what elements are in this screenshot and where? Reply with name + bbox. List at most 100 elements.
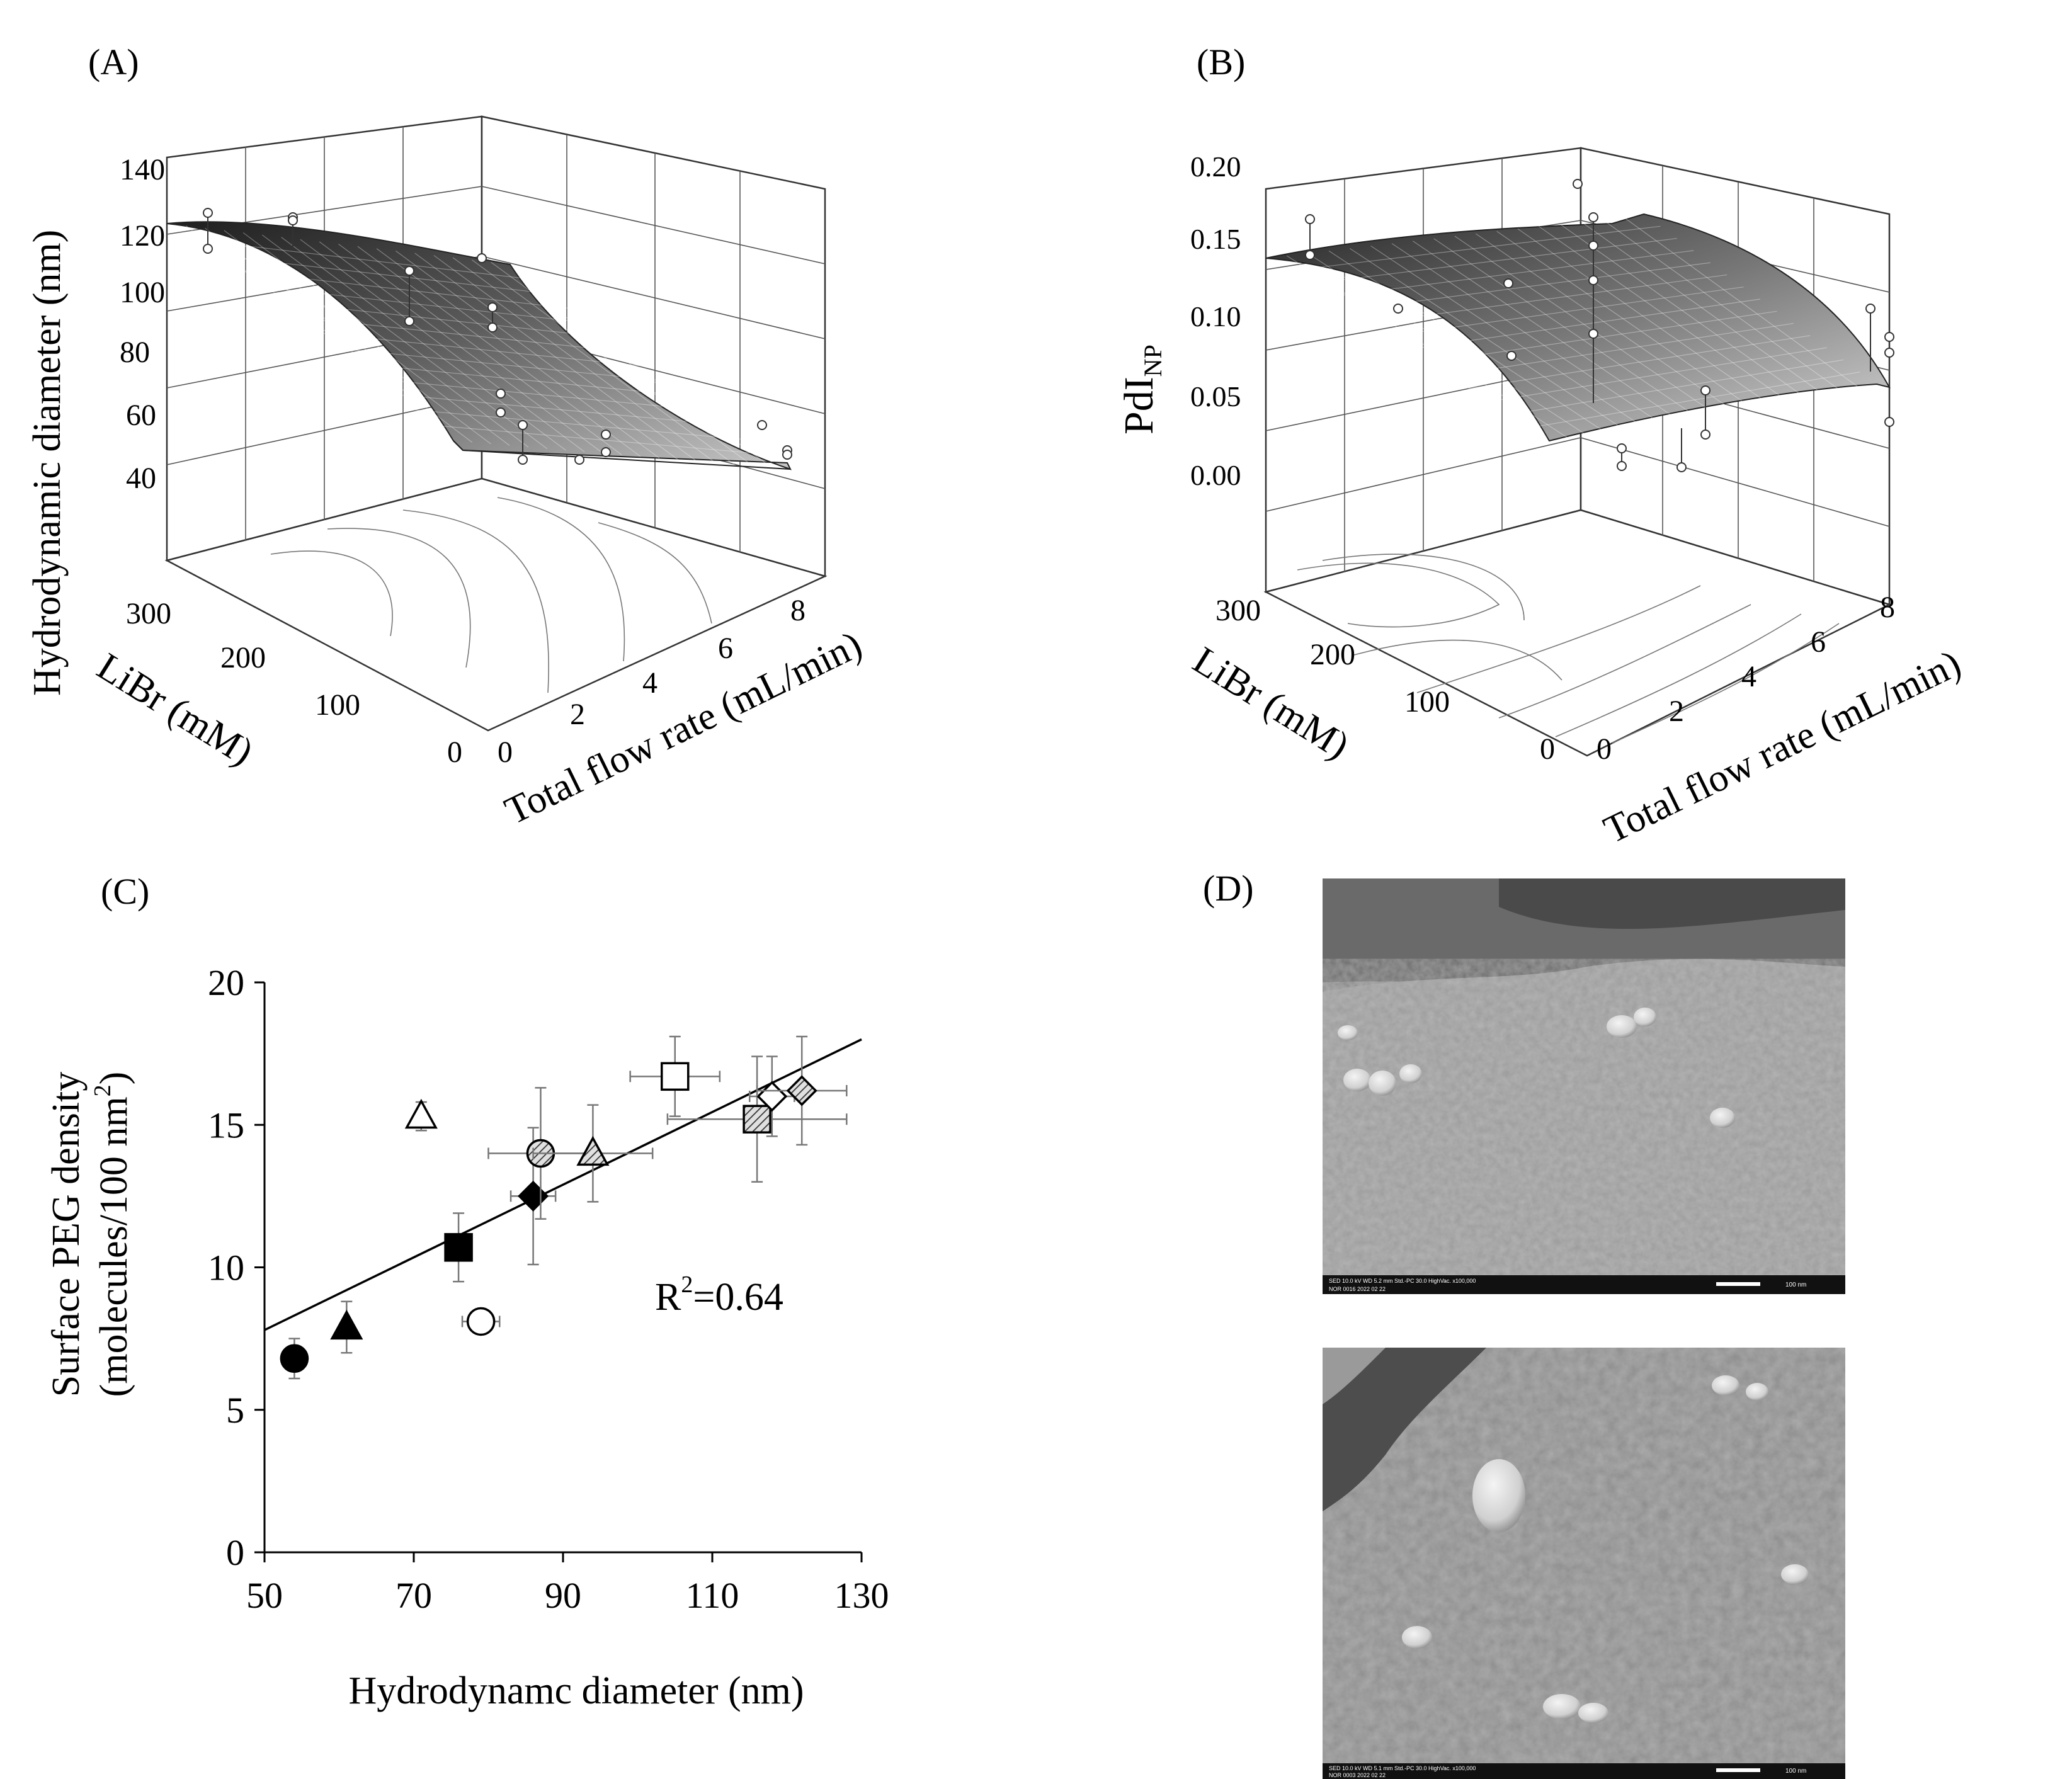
- panel-label-c: (C): [101, 871, 149, 912]
- surface-mesh-line: [1387, 287, 1744, 337]
- plot-b-z-axis-label: PdINP: [1116, 344, 1167, 435]
- surface-mesh-line: [224, 230, 510, 446]
- data-point: [532, 1104, 654, 1203]
- y-tick-label: 15: [208, 1105, 244, 1145]
- plot-b-surface: [1265, 213, 1891, 442]
- marker-circle: [280, 1344, 309, 1373]
- tick-label: 0.10: [1190, 300, 1241, 332]
- surface-mesh-line: [242, 232, 529, 448]
- plot-b-x-ticks: 0 2 4 6 8: [1597, 591, 1895, 766]
- y-tick-label: 5: [226, 1390, 244, 1431]
- tick-label: 4: [1741, 660, 1756, 693]
- surface-mesh-line: [300, 239, 585, 452]
- y-tick-label: 0: [226, 1532, 244, 1573]
- data-point: [666, 1055, 848, 1183]
- tick-label: 8: [790, 594, 805, 627]
- surface-mesh-line: [1326, 250, 1694, 298]
- surface-mesh-line: [281, 237, 566, 451]
- surface-mesh-line: [433, 255, 716, 463]
- surface-mesh-line: [185, 225, 473, 443]
- surface-mesh-line: [1468, 335, 1811, 389]
- panel-label-b: (B): [1197, 42, 1245, 82]
- plot-a-z-axis-label: Hydrodynamic diameter (nm): [26, 230, 69, 696]
- surface-mesh-line: [351, 363, 691, 397]
- surface-mesh-line: [1306, 237, 1677, 285]
- surface-plot-b: 0.20 0.15 0.10 0.05 0.00 300 200 100 0 0…: [1116, 147, 1967, 852]
- sem-2-meta-line2: NOR 0003 2022 02 22: [1329, 1772, 1386, 1778]
- plot-a-surface: [166, 221, 792, 470]
- tick-label: 0: [1540, 732, 1555, 766]
- tick-label: 300: [126, 597, 171, 630]
- plot-a-y-ticks: 300 200 100 0: [126, 597, 462, 769]
- surface-mesh-line: [319, 241, 604, 454]
- surface-mesh-line: [1538, 225, 1786, 401]
- tick-label: 6: [718, 632, 733, 665]
- surface-mesh-line: [1412, 241, 1677, 419]
- surface-mesh-line: [1433, 238, 1695, 416]
- surface-mesh-line: [228, 270, 571, 309]
- marker-triangle: [576, 1135, 610, 1166]
- surface-mesh-line: [310, 331, 651, 368]
- sem-2-scale-bar: [1716, 1768, 1760, 1772]
- surface-mesh-line: [395, 250, 679, 460]
- plot-c-x-axis-label: Hydrodynamc diameter (nm): [348, 1669, 804, 1712]
- panel-label-d: (D): [1203, 868, 1254, 909]
- surface-mesh-line: [207, 254, 550, 295]
- tick-label: 0.00: [1190, 459, 1241, 491]
- surface-mesh-line: [1391, 243, 1659, 423]
- data-point: [756, 1035, 848, 1146]
- annotation-value: =0.64: [693, 1276, 783, 1319]
- plot-c-points: [280, 1035, 848, 1380]
- surface-mesh-line: [414, 253, 697, 462]
- surface-mesh-line: [1328, 250, 1604, 432]
- panel-label-a: (A): [88, 42, 139, 82]
- data-point: [280, 1338, 309, 1380]
- y-axis-label-line2: (molecules/100 nm2): [89, 1072, 135, 1397]
- surface-mesh-line: [1407, 298, 1761, 350]
- marker-diamond: [518, 1180, 549, 1212]
- scatter-plot-c: 0 5 10 15 20 50 70 90 110 130 R2=0.64 Hydrodynamc…: [45, 962, 889, 1712]
- sem-1-meta-line1: SED 10.0 kV WD 5.2 mm Std.-PC 30.0 HighV…: [1329, 1278, 1476, 1284]
- surface-mesh-line: [330, 347, 671, 382]
- marker-square: [743, 1105, 771, 1134]
- plot-b-z-axis-label-main: PdI: [1116, 377, 1162, 435]
- surface-mesh-line: [1454, 236, 1714, 413]
- annotation-sup: 2: [681, 1271, 693, 1298]
- marker-square: [661, 1062, 690, 1091]
- surface-mesh-line: [1428, 310, 1777, 363]
- plot-c-fit-line: [264, 1038, 862, 1331]
- surface-mesh-line: [248, 285, 591, 324]
- tick-label: 200: [1310, 638, 1355, 671]
- surface-plot-a: 140 120 100 80 60 40 300 200 100 0 0 2 4…: [26, 115, 868, 833]
- surface-mesh-line: [1528, 372, 1860, 428]
- y-axis-label-line1: Surface PEG density: [45, 1072, 88, 1397]
- surface-mesh-line: [1601, 219, 1841, 391]
- tick-label: 100: [120, 276, 165, 309]
- plot-a-x-ticks: 0 2 4 6 8: [498, 594, 805, 769]
- sem-images-d: SED 10.0 kV WD 5.2 mm Std.-PC 30.0 HighV…: [1323, 878, 1845, 1779]
- x-tick-label: 70: [396, 1575, 432, 1616]
- surface-mesh-line: [1367, 274, 1728, 324]
- plot-a-contours: [270, 497, 712, 693]
- x-tick-label: 50: [246, 1575, 283, 1616]
- tick-label: 120: [120, 219, 165, 253]
- sem-image-1: SED 10.0 kV WD 5.2 mm Std.-PC 30.0 HighV…: [1323, 878, 1845, 1294]
- tick-label: 40: [126, 462, 156, 495]
- x-tick-label: 90: [545, 1575, 581, 1616]
- plot-b-z-axis-label-sub: NP: [1139, 344, 1167, 377]
- surface-mesh-line: [376, 248, 660, 458]
- sem-1-scale-bar: [1716, 1282, 1760, 1286]
- surface-mesh-line: [1287, 255, 1568, 438]
- plot-a-design-points: [203, 208, 792, 465]
- sem-image-2: SED 10.0 kV WD 5.1 mm Std.-PC 30.0 HighV…: [1323, 1348, 1845, 1779]
- sem-2-scale-label: 100 nm: [1785, 1768, 1806, 1775]
- surface-mesh-line: [392, 394, 731, 426]
- marker-square: [444, 1233, 473, 1262]
- surface-mesh-line: [1286, 225, 1661, 272]
- tick-label: 300: [1215, 594, 1261, 627]
- tick-label: 0.20: [1190, 151, 1241, 183]
- marker-triangle: [330, 1309, 363, 1340]
- surface-mesh-line: [1350, 247, 1622, 429]
- x-tick-label: 130: [834, 1575, 889, 1616]
- plot-c-y-axis-label: Surface PEG density (molecules/100 nm2): [45, 1072, 135, 1397]
